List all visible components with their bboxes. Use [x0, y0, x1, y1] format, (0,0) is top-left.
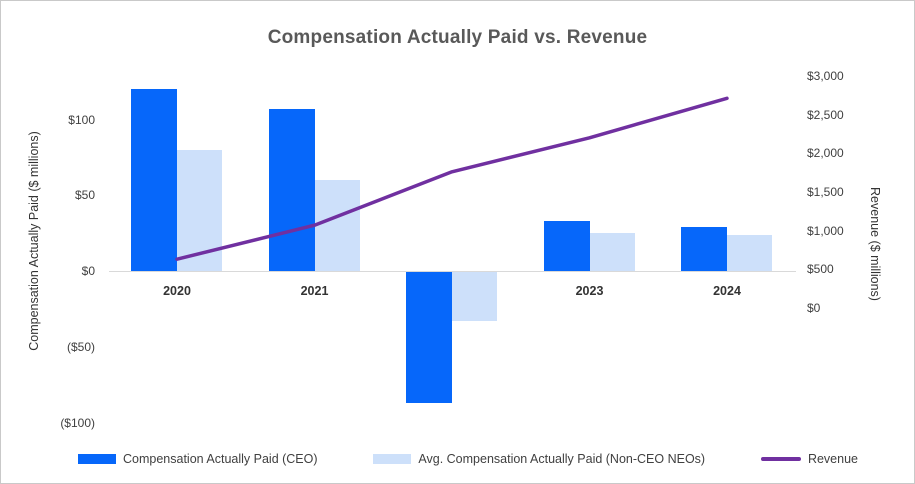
left-axis-tick: ($100): [60, 415, 95, 430]
category-label: 2021: [300, 284, 329, 298]
bar-ceo-2022: [406, 271, 452, 403]
legend-swatch-ceo: [78, 454, 116, 464]
right-axis-tick: $3,000: [807, 68, 844, 83]
right-axis-tick: $0: [807, 300, 821, 315]
bar-ceo-2020: [131, 89, 177, 271]
legend-label-ceo: Compensation Actually Paid (CEO): [123, 452, 318, 466]
left-axis-title: Compensation Actually Paid ($ millions): [27, 131, 41, 351]
bar-ceo-2024: [681, 227, 727, 271]
bar-neo-2024: [727, 234, 772, 271]
category-label: 2024: [713, 284, 741, 298]
right-axis-tick: $2,000: [807, 146, 844, 161]
bar-ceo-2023: [543, 221, 590, 271]
left-axis-tick: $50: [74, 188, 95, 203]
legend-swatch-revenue: [760, 457, 801, 461]
legend: Compensation Actually Paid (CEO) Avg. Co…: [78, 450, 858, 468]
right-axis-tick: $2,500: [807, 107, 844, 122]
legend-label-revenue: Revenue: [807, 452, 858, 466]
legend-item-neo: Avg. Compensation Actually Paid (Non-CEO…: [373, 452, 705, 466]
right-axis-title: Revenue ($ millions): [868, 187, 882, 301]
chart-title: Compensation Actually Paid vs. Revenue: [267, 27, 648, 48]
legend-item-revenue: Revenue: [760, 452, 858, 466]
left-axis-tick: $100: [68, 112, 95, 127]
right-axis-tick: $500: [807, 262, 834, 277]
category-label: 2023: [575, 284, 604, 298]
legend-label-neo: Avg. Compensation Actually Paid (Non-CEO…: [418, 452, 706, 466]
bar-ceo-2021: [268, 108, 315, 271]
left-axis-tick: ($50): [66, 339, 95, 354]
bar-neo-2021: [314, 180, 360, 271]
right-axis-tick: $1,500: [807, 184, 844, 199]
category-label: 2020: [163, 284, 191, 298]
bar-neo-2023: [589, 233, 635, 271]
legend-item-ceo: Compensation Actually Paid (CEO): [78, 452, 318, 466]
bar-neo-2022: [452, 271, 497, 321]
right-axis-tick: $1,000: [807, 223, 844, 238]
category-axis-line: [109, 271, 796, 272]
left-axis-tick: $0: [81, 264, 95, 278]
legend-swatch-neo: [373, 454, 412, 464]
bar-neo-2020: [177, 149, 222, 271]
